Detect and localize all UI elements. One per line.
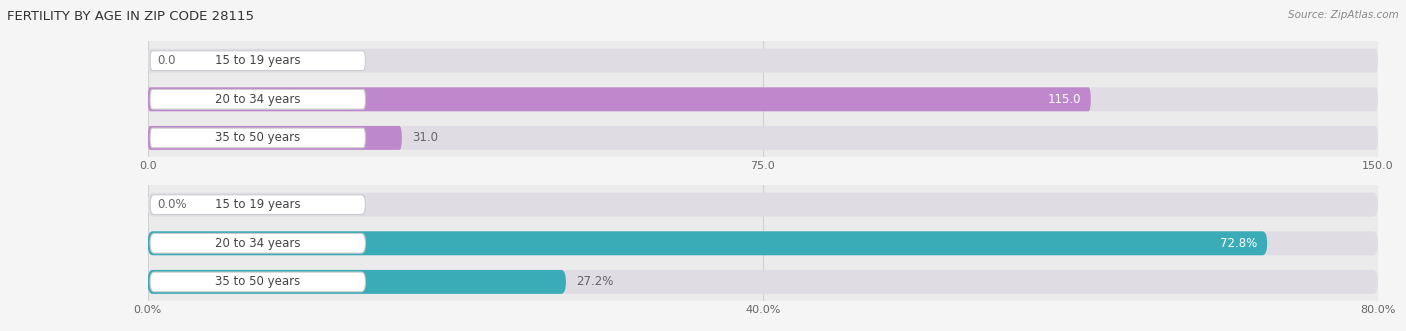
FancyBboxPatch shape (148, 49, 1378, 72)
Text: 35 to 50 years: 35 to 50 years (215, 275, 301, 288)
FancyBboxPatch shape (148, 126, 1378, 150)
Text: 115.0: 115.0 (1047, 93, 1081, 106)
Text: 15 to 19 years: 15 to 19 years (215, 54, 301, 67)
FancyBboxPatch shape (150, 195, 366, 214)
FancyBboxPatch shape (148, 270, 1378, 294)
FancyBboxPatch shape (150, 89, 366, 109)
Text: 27.2%: 27.2% (576, 275, 613, 288)
FancyBboxPatch shape (150, 233, 366, 253)
FancyBboxPatch shape (148, 87, 1091, 111)
Text: 20 to 34 years: 20 to 34 years (215, 237, 301, 250)
Text: 0.0: 0.0 (157, 54, 176, 67)
Text: 72.8%: 72.8% (1220, 237, 1257, 250)
Text: 15 to 19 years: 15 to 19 years (215, 198, 301, 211)
FancyBboxPatch shape (150, 272, 366, 292)
FancyBboxPatch shape (148, 87, 1378, 111)
FancyBboxPatch shape (150, 128, 366, 148)
Text: Source: ZipAtlas.com: Source: ZipAtlas.com (1288, 10, 1399, 20)
Text: 0.0%: 0.0% (157, 198, 187, 211)
FancyBboxPatch shape (148, 270, 565, 294)
Text: 35 to 50 years: 35 to 50 years (215, 131, 301, 144)
Text: 31.0: 31.0 (412, 131, 437, 144)
Text: FERTILITY BY AGE IN ZIP CODE 28115: FERTILITY BY AGE IN ZIP CODE 28115 (7, 10, 254, 23)
FancyBboxPatch shape (150, 51, 366, 71)
FancyBboxPatch shape (148, 193, 1378, 217)
FancyBboxPatch shape (148, 231, 1378, 255)
FancyBboxPatch shape (148, 126, 402, 150)
FancyBboxPatch shape (148, 231, 1267, 255)
Text: 20 to 34 years: 20 to 34 years (215, 93, 301, 106)
